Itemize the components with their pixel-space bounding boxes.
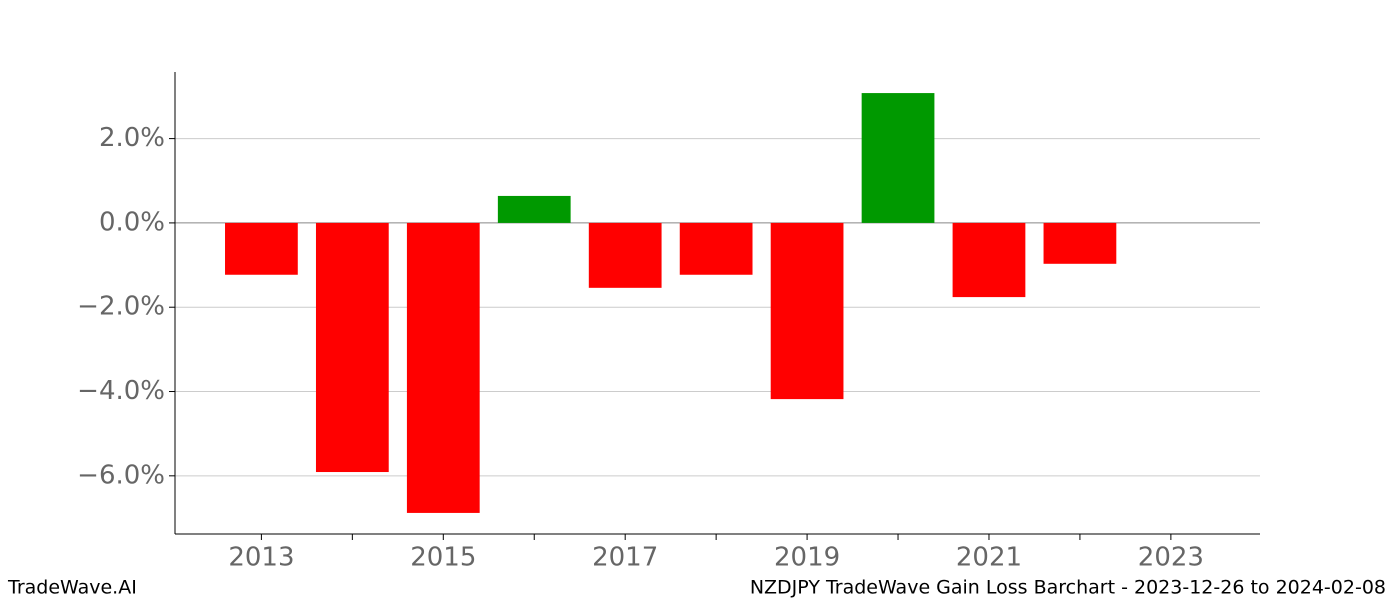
x-tick-label: 2013	[228, 543, 294, 573]
bar	[588, 222, 662, 288]
y-tick-label: −6.0%	[77, 460, 165, 490]
x-tick-label: 2021	[956, 543, 1022, 573]
y-tick-label: 2.0%	[99, 123, 165, 153]
bar	[861, 93, 935, 223]
bar	[315, 222, 389, 473]
y-tick-label: 0.0%	[99, 207, 165, 237]
bar	[679, 222, 753, 275]
footer-brand: TradeWave.AI	[7, 577, 137, 599]
bar	[497, 195, 571, 223]
x-tick-label: 2023	[1138, 543, 1204, 573]
bar	[952, 222, 1026, 298]
x-tick-label: 2015	[410, 543, 476, 573]
bar	[1043, 222, 1117, 264]
footer-title: NZDJPY TradeWave Gain Loss Barchart - 20…	[750, 577, 1386, 599]
y-tick-label: −2.0%	[77, 292, 165, 322]
x-tick-label: 2017	[592, 543, 658, 573]
bar	[225, 222, 298, 275]
bar	[770, 222, 844, 400]
y-tick-label: −4.0%	[77, 376, 165, 406]
bar	[406, 222, 480, 513]
x-tick-label: 2019	[774, 543, 840, 573]
